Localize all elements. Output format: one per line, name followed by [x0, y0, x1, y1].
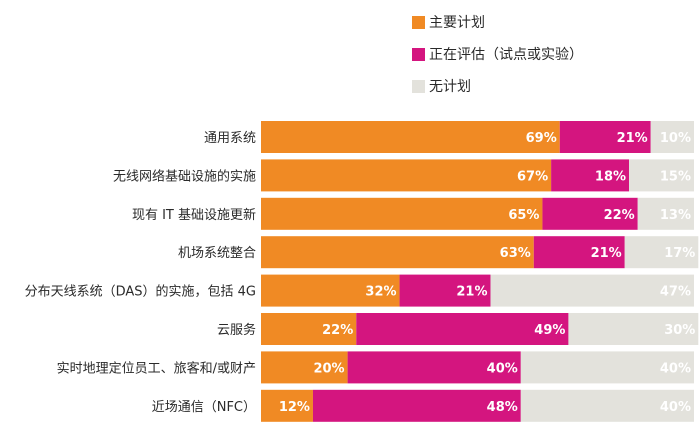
bar-segment [520, 389, 694, 422]
bar-segment [542, 197, 638, 230]
legend-label: 正在评估（试点或实验） [429, 47, 583, 63]
bar-segment [559, 121, 651, 153]
bar-segment [490, 274, 694, 307]
data-label: 15% [660, 169, 691, 184]
bar-segment [261, 159, 552, 192]
chart-legend: 主要计划正在评估（试点或实验） 无计划 [412, 6, 583, 102]
data-label: 47% [660, 285, 691, 300]
data-label: 21% [617, 131, 648, 146]
category-label: 现有 IT 基础设施更新 [132, 207, 256, 223]
legend-swatch [412, 47, 425, 61]
bar-segment [650, 121, 694, 153]
data-label: 17% [664, 246, 695, 261]
data-label: 65% [508, 208, 539, 223]
category-label: 近场通信（NFC） [152, 400, 256, 415]
data-label: 13% [660, 208, 691, 223]
data-label: 40% [487, 361, 518, 376]
data-label: 10% [660, 131, 691, 146]
bar-segment [624, 236, 699, 269]
bar-segment [261, 313, 357, 345]
data-label: 22% [604, 208, 635, 223]
bar-segment [261, 274, 400, 307]
legend-swatch [412, 79, 425, 93]
legend-item: 无计划 [412, 70, 583, 102]
data-label: 69% [526, 131, 557, 146]
bar-segment [261, 197, 543, 230]
legend-label: 主要计划 [429, 15, 485, 31]
legend-item: 正在评估（试点或实验） [412, 38, 583, 70]
bar-segment [520, 351, 694, 384]
category-label: 无线网络基础设施的实施 [113, 168, 256, 184]
data-label: 48% [487, 400, 518, 415]
bar-segment [629, 159, 694, 192]
bar-segment [356, 313, 569, 345]
data-label: 67% [517, 169, 548, 184]
bar-segment [347, 351, 521, 384]
data-label: 12% [279, 400, 310, 415]
category-label: 机场系统整合 [178, 246, 256, 261]
data-label: 32% [365, 285, 396, 300]
bar-segment [568, 313, 699, 345]
category-label: 通用系统 [204, 131, 256, 146]
bar-segment [312, 389, 521, 422]
category-label: 实时地理定位员工、旅客和/或财产 [57, 360, 256, 376]
data-label: 22% [322, 323, 353, 338]
data-label: 40% [660, 400, 691, 415]
category-label: 云服务 [217, 322, 256, 338]
bar-segment [533, 236, 625, 269]
data-label: 49% [534, 323, 565, 338]
bar-segment [261, 121, 560, 153]
data-label: 40% [660, 361, 691, 376]
bar-segment [637, 197, 694, 230]
legend-label: 无计划 [429, 79, 471, 95]
data-label: 21% [591, 246, 622, 261]
data-label: 30% [664, 323, 695, 338]
category-label: 分布天线系统（DAS）的实施，包括 4G [25, 284, 256, 300]
bar-segment [261, 236, 534, 269]
data-label: 18% [595, 169, 626, 184]
data-label: 20% [313, 361, 344, 376]
data-label: 63% [500, 246, 531, 261]
legend-item: 主要计划 [412, 6, 583, 38]
bar-segment [261, 389, 313, 422]
bar-segment [551, 159, 630, 192]
bar-segment [261, 351, 348, 384]
bar-segment [399, 274, 491, 307]
legend-swatch [412, 15, 425, 29]
data-label: 21% [456, 285, 487, 300]
